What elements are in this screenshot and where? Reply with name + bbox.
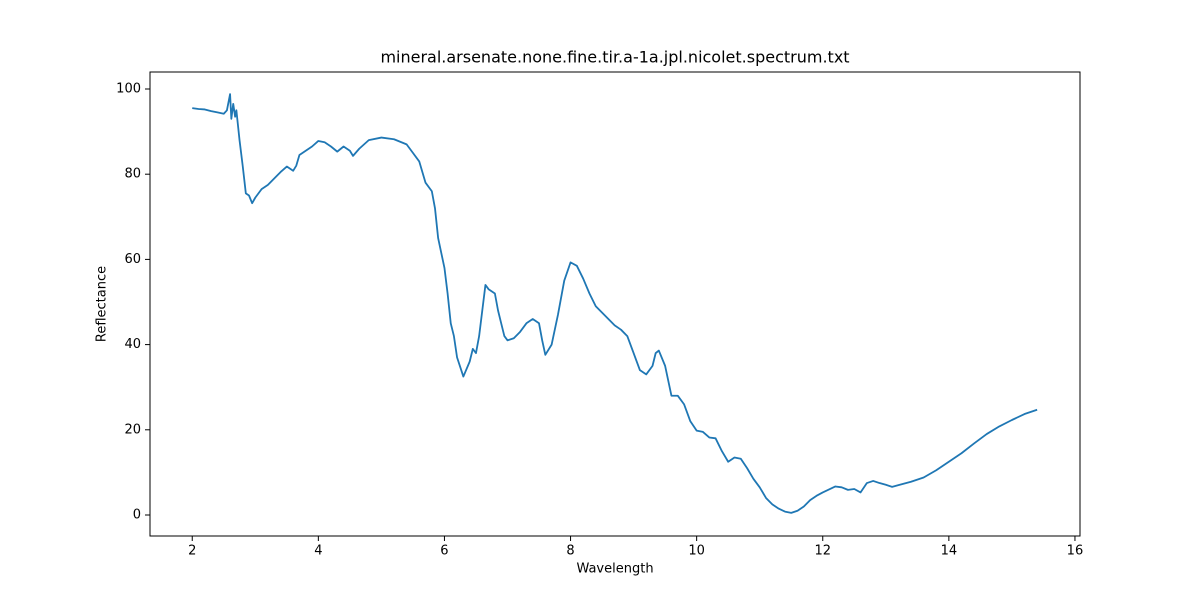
plot-frame [149, 71, 1081, 537]
y-axis-label: Reflectance [95, 266, 110, 342]
x-tick-label: 4 [314, 544, 322, 559]
x-axis-label: Wavelength [576, 562, 653, 577]
x-tick-label: 2 [188, 544, 196, 559]
x-tick-label: 8 [566, 544, 574, 559]
y-tick-label: 80 [124, 167, 141, 182]
y-tick-label: 60 [124, 252, 141, 267]
x-tick-label: 10 [688, 544, 705, 559]
data-line [192, 93, 1038, 514]
x-tick-label: 12 [814, 544, 831, 559]
y-tick-label: 40 [124, 337, 141, 352]
x-tick-label: 6 [440, 544, 448, 559]
x-tick-label: 16 [1067, 544, 1084, 559]
y-tick-label: 100 [116, 81, 141, 96]
y-tick-label: 20 [124, 422, 141, 437]
y-tick-label: 0 [133, 507, 141, 522]
chart-title: mineral.arsenate.none.fine.tir.a-1a.jpl.… [380, 48, 849, 67]
x-tick-label: 14 [941, 544, 958, 559]
